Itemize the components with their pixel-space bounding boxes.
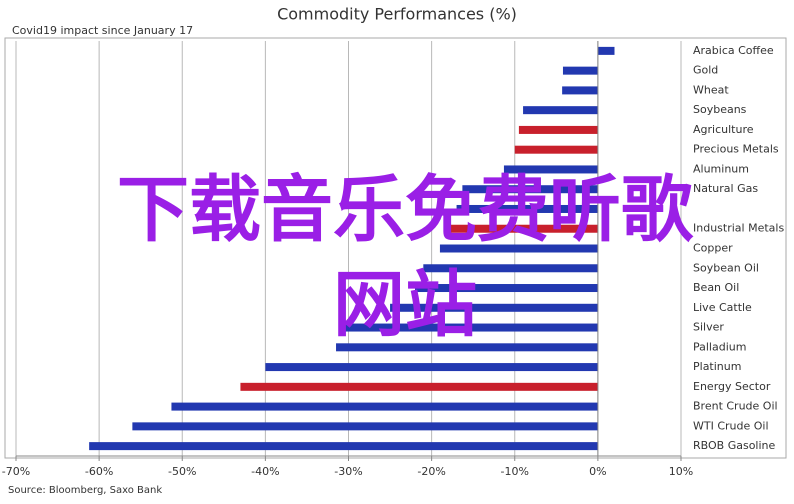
bar — [336, 343, 598, 352]
bar — [423, 264, 598, 273]
y-tick-label: Aluminum — [693, 162, 749, 175]
bar — [514, 145, 598, 154]
bar — [265, 363, 598, 372]
y-tick-label: Precious Metals — [693, 143, 779, 156]
y-tick-label: Platinum — [693, 360, 741, 373]
x-tick-label: -20% — [417, 465, 445, 478]
y-tick-label: Silver — [693, 321, 724, 334]
y-tick-label: Brent Crude Oil — [693, 400, 778, 413]
bar — [344, 323, 598, 332]
watermark: 网站 — [333, 263, 477, 347]
y-tick-label: Gold — [693, 64, 718, 77]
bar — [448, 224, 598, 233]
y-tick-label: Palladium — [693, 340, 746, 353]
y-tick-label: Energy Sector — [693, 380, 771, 393]
chart-frame — [4, 37, 787, 459]
x-tick-label: -30% — [334, 465, 362, 478]
bar — [562, 86, 598, 95]
bar — [390, 303, 598, 312]
bar — [462, 185, 598, 194]
y-tick-label: Natural Gas — [693, 182, 758, 195]
bar — [89, 442, 598, 451]
bar — [132, 422, 598, 431]
x-tick-label: -60% — [85, 465, 113, 478]
y-tick-label: Arabica Coffee — [693, 44, 774, 57]
bar — [523, 106, 598, 115]
source-note: Source: Bloomberg, Saxo Bank — [8, 485, 162, 496]
bar — [597, 46, 615, 55]
bar — [240, 382, 598, 391]
y-tick-label: WTI Crude Oil — [693, 419, 769, 432]
x-tick-label: 0% — [589, 465, 606, 478]
x-tick-label: -50% — [168, 465, 196, 478]
y-tick-label: Soybean Oil — [693, 261, 759, 274]
plot: -70% -60% -50% -40% -30% -20% -10% 0% 10% Arabica… — [2, 41, 784, 478]
bar — [456, 204, 598, 213]
y-tick-label: Copper — [693, 242, 733, 255]
x-tick-label: -40% — [251, 465, 279, 478]
chart-title: Commodity Performances (%) — [277, 5, 517, 24]
y-tick-label: RBOB Gasoline — [693, 439, 776, 452]
y-tick-label: Wheat — [693, 83, 729, 96]
bar — [171, 402, 598, 411]
x-tick-label: -10% — [501, 465, 529, 478]
watermark: 下载音乐免费听歌 — [117, 168, 694, 252]
bar — [518, 125, 598, 134]
x-tick-label: 10% — [669, 465, 693, 478]
y-tick-label: Agriculture — [693, 123, 754, 136]
chart-subtitle: Covid19 impact since January 17 — [12, 24, 193, 37]
y-tick-label: Live Cattle — [693, 301, 752, 314]
y-tick-label: Soybeans — [693, 103, 747, 116]
bar — [503, 165, 598, 174]
bar — [439, 244, 598, 253]
y-tick-label: Industrial Metals — [693, 222, 784, 235]
bar — [562, 66, 598, 75]
x-tick-label: -70% — [2, 465, 30, 478]
bar — [415, 284, 598, 293]
y-tick-label: Bean Oil — [693, 281, 739, 294]
